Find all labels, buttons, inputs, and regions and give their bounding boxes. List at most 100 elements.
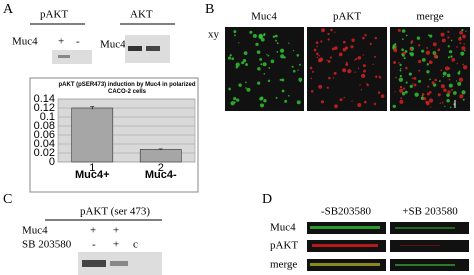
speck [357, 67, 360, 70]
chart-title: pAKT (pSER473) induction by Muc4 in pola… [58, 82, 196, 95]
speck [372, 63, 374, 66]
speck [437, 48, 441, 52]
speck [310, 90, 314, 93]
speck [446, 98, 450, 103]
speck [429, 34, 433, 38]
speck [448, 83, 453, 88]
speck [296, 54, 300, 57]
speck [350, 45, 354, 49]
panel-letter: D [262, 192, 272, 207]
speck [429, 78, 431, 81]
speck [426, 92, 430, 96]
row-label: Muc4 [12, 36, 38, 48]
speck [449, 106, 452, 109]
speck [333, 71, 337, 75]
speck [270, 59, 275, 64]
speck [402, 51, 406, 55]
speck [462, 98, 465, 101]
speck [441, 101, 444, 104]
speck [437, 93, 441, 97]
speck [249, 30, 253, 34]
speck [447, 45, 450, 48]
speck [316, 56, 319, 59]
speck [427, 34, 430, 36]
speck [267, 54, 270, 57]
speck [398, 61, 400, 64]
speck [458, 77, 464, 82]
speck [238, 83, 242, 87]
speck [357, 56, 362, 60]
speck [457, 81, 462, 86]
speck [334, 46, 338, 50]
speck [366, 83, 369, 85]
speck [298, 77, 303, 82]
speck [400, 86, 403, 89]
speck [432, 42, 437, 47]
speck [343, 96, 345, 99]
speck [227, 56, 232, 60]
row-label: merge [270, 259, 297, 271]
row-label: SB 203580 [22, 239, 72, 251]
speck [398, 77, 404, 82]
speck [430, 106, 432, 108]
speck [409, 84, 413, 88]
speck [374, 36, 378, 40]
speck [228, 87, 231, 91]
row-label: Muc4 [100, 39, 126, 51]
x-tick-number: 1 [89, 162, 95, 174]
speck [359, 84, 361, 86]
speck [451, 57, 456, 62]
x-tick-label: Muc4+ [75, 169, 110, 181]
speck [288, 42, 290, 44]
speck [342, 47, 347, 52]
speck [377, 91, 381, 94]
speck [332, 77, 335, 79]
speck [418, 69, 421, 72]
speck [299, 80, 302, 83]
speck [464, 49, 466, 52]
speck [245, 63, 248, 66]
speck [292, 69, 296, 73]
speck [462, 63, 465, 66]
x-tick-label: Muc4- [145, 169, 177, 181]
y-tick-label: 0.08 [34, 120, 55, 132]
speck [401, 92, 406, 96]
speck [401, 29, 406, 33]
speck [243, 51, 248, 55]
speck [296, 100, 301, 105]
speck [411, 83, 414, 85]
speck [455, 80, 458, 82]
speck [310, 77, 313, 80]
speck [231, 57, 235, 61]
speck [413, 83, 417, 87]
speck [313, 48, 317, 52]
speck [450, 39, 453, 42]
speck [421, 92, 425, 96]
speck [229, 54, 232, 57]
speck [444, 66, 450, 71]
speck [316, 52, 319, 56]
speck [342, 40, 346, 44]
speck [257, 81, 261, 85]
speck [413, 76, 417, 80]
speck [432, 83, 437, 87]
speck [260, 37, 265, 42]
y-tick-label: 0.02 [34, 147, 55, 159]
speck [447, 30, 450, 34]
speck [446, 73, 451, 78]
speck [262, 33, 266, 37]
speck [431, 81, 435, 85]
band [110, 261, 128, 266]
speck [230, 101, 235, 106]
speck [320, 100, 325, 104]
speck [245, 87, 247, 89]
speck [409, 48, 413, 51]
speck [380, 94, 385, 98]
speck [351, 38, 355, 43]
speck [357, 102, 362, 107]
speck [262, 62, 267, 67]
speck [395, 76, 397, 79]
x-tick-number: 2 [158, 162, 164, 174]
band [82, 260, 106, 267]
